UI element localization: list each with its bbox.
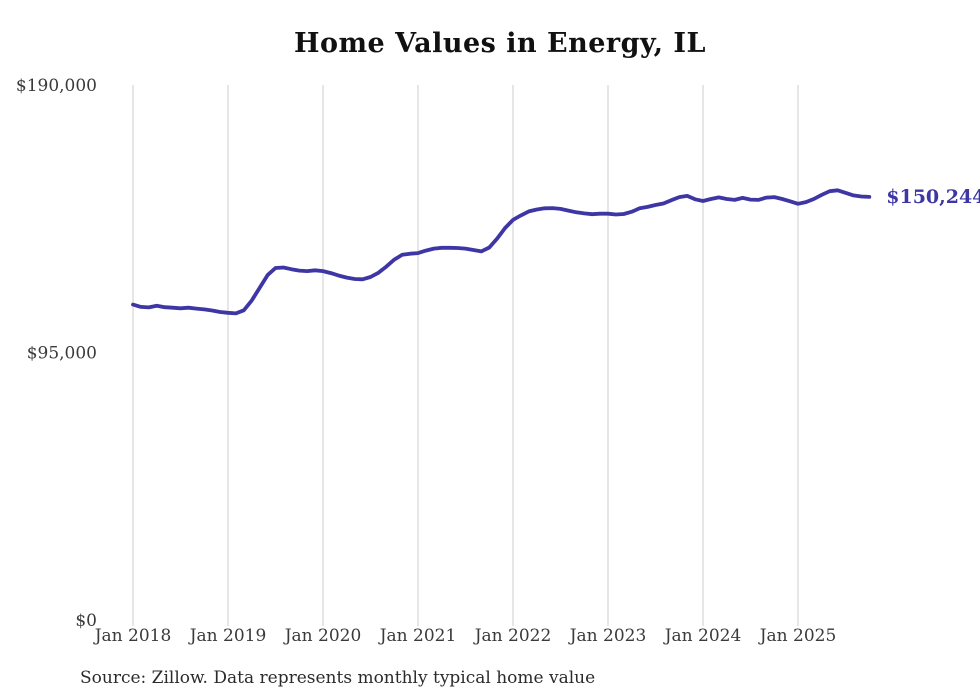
x-tick-label: Jan 2023 bbox=[568, 626, 647, 646]
chart-title: Home Values in Energy, IL bbox=[293, 28, 707, 59]
x-tick-label: Jan 2020 bbox=[283, 626, 362, 646]
x-tick-label: Jan 2024 bbox=[663, 626, 742, 646]
current-value-label: $150,244 bbox=[886, 185, 980, 208]
y-tick-label: $95,000 bbox=[27, 344, 97, 364]
x-tick-label: Jan 2025 bbox=[758, 626, 837, 646]
x-tick-label: Jan 2022 bbox=[473, 626, 552, 646]
y-tick-label: $0 bbox=[75, 611, 97, 631]
y-tick-label: $190,000 bbox=[16, 76, 97, 96]
home-value-line bbox=[131, 188, 872, 316]
x-tick-label: Jan 2021 bbox=[378, 626, 457, 646]
source-note: Source: Zillow. Data represents monthly … bbox=[80, 668, 596, 688]
x-tick-label: Jan 2018 bbox=[93, 626, 172, 646]
x-tick-label: Jan 2019 bbox=[188, 626, 267, 646]
